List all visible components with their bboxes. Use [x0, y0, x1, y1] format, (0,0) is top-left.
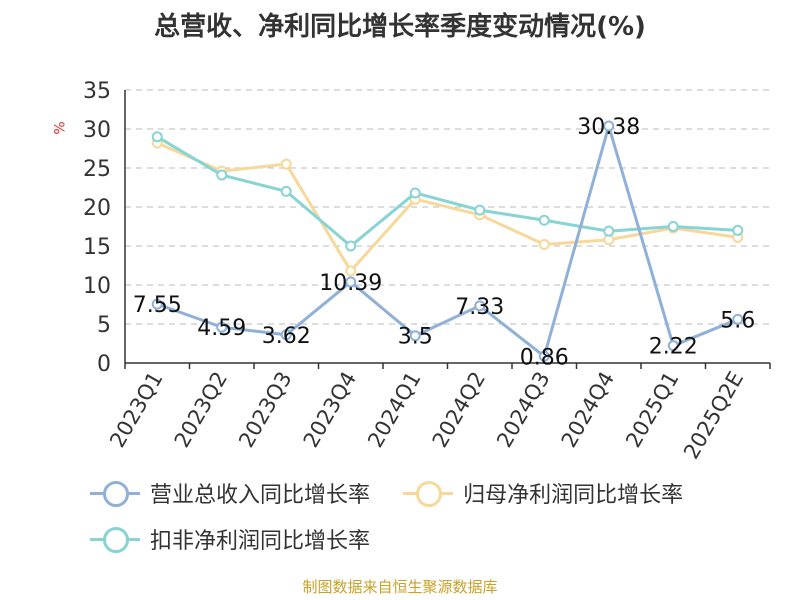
x-tick-label: 2024Q4: [557, 368, 619, 452]
data-label: 10.39: [319, 271, 382, 296]
x-tick-label: 2025Q2E: [679, 368, 748, 464]
data-point: [345, 240, 357, 252]
data-point: [474, 204, 486, 216]
x-tick-label: 2023Q3: [234, 368, 296, 452]
data-point: [216, 321, 228, 333]
data-point: [474, 300, 486, 312]
x-tick-label: 2024Q3: [492, 368, 554, 452]
legend-marker-icon: [90, 480, 140, 507]
x-tick-label: 2023Q1: [105, 368, 167, 452]
chart-title: 总营收、净利同比增长率季度变动情况(%): [154, 12, 646, 42]
y-tick-label: 30: [83, 118, 111, 143]
data-point: [732, 224, 744, 236]
data-point: [409, 330, 421, 342]
series-line: [156, 120, 739, 359]
data-label: 4.59: [197, 316, 246, 341]
legend: 营业总收入同比增长率 归母净利润同比增长率 扣非净利润同比增长率: [90, 476, 790, 568]
data-point: [538, 238, 550, 250]
data-label: 7.33: [455, 295, 504, 320]
data-point: [280, 158, 292, 170]
data-label: 5.6: [720, 308, 755, 333]
legend-item-net-profit[interactable]: 归母净利润同比增长率: [403, 476, 683, 510]
legend-item-deducted-profit[interactable]: 扣非净利润同比增长率: [90, 522, 370, 556]
y-tick-label: 15: [83, 235, 111, 260]
y-tick-label: 20: [83, 196, 111, 221]
series-line: [156, 141, 738, 274]
data-point: [603, 225, 615, 237]
data-label: 30.38: [577, 115, 640, 140]
data-point: [409, 187, 421, 199]
x-tick-label: 2024Q1: [363, 368, 425, 452]
data-point: [345, 265, 357, 277]
legend-marker-icon: [90, 526, 140, 553]
data-point: [603, 120, 615, 132]
data-point: [667, 340, 679, 352]
data-point: [151, 131, 163, 143]
legend-label: 归母净利润同比增长率: [463, 483, 684, 508]
x-tick-label: 2023Q4: [299, 368, 361, 452]
y-tick-label: 25: [83, 157, 111, 182]
data-label: 3.62: [262, 324, 311, 349]
data-point: [667, 221, 679, 232]
y-tick-label: 5: [97, 313, 111, 338]
data-point: [732, 313, 744, 325]
y-tick-label: 10: [83, 274, 111, 299]
source-note: 制图数据来自恒生聚源数据库: [302, 578, 498, 596]
x-tick-label: 2025Q1: [621, 368, 683, 452]
series-line: [156, 135, 738, 248]
data-point: [280, 329, 292, 341]
legend-marker-icon: [403, 480, 454, 507]
data-point: [538, 214, 550, 226]
data-label: 3.5: [398, 325, 433, 350]
data-point: [538, 350, 550, 362]
data-label: 0.86: [520, 345, 569, 370]
series-lines: [151, 120, 744, 362]
data-point: [151, 298, 163, 310]
y-tick-label: 35: [83, 79, 111, 104]
data-point: [216, 169, 228, 181]
legend-item-revenue[interactable]: 营业总收入同比增长率: [90, 476, 370, 510]
x-tick-label: 2023Q2: [170, 368, 232, 452]
y-tick-label: 0: [97, 352, 111, 377]
data-label: 2.22: [649, 335, 698, 360]
data-label: 7.55: [133, 293, 182, 318]
x-tick-label: 2024Q2: [428, 368, 490, 452]
data-labels: 7.55 4.59 3.62 10.39 3.5 7.33 0.86 30.38 2.22 5.6: [133, 115, 755, 370]
data-point: [280, 185, 292, 197]
legend-label: 营业总收入同比增长率: [150, 483, 371, 508]
legend-label: 扣非净利润同比增长率: [150, 529, 371, 554]
data-point: [345, 276, 357, 288]
